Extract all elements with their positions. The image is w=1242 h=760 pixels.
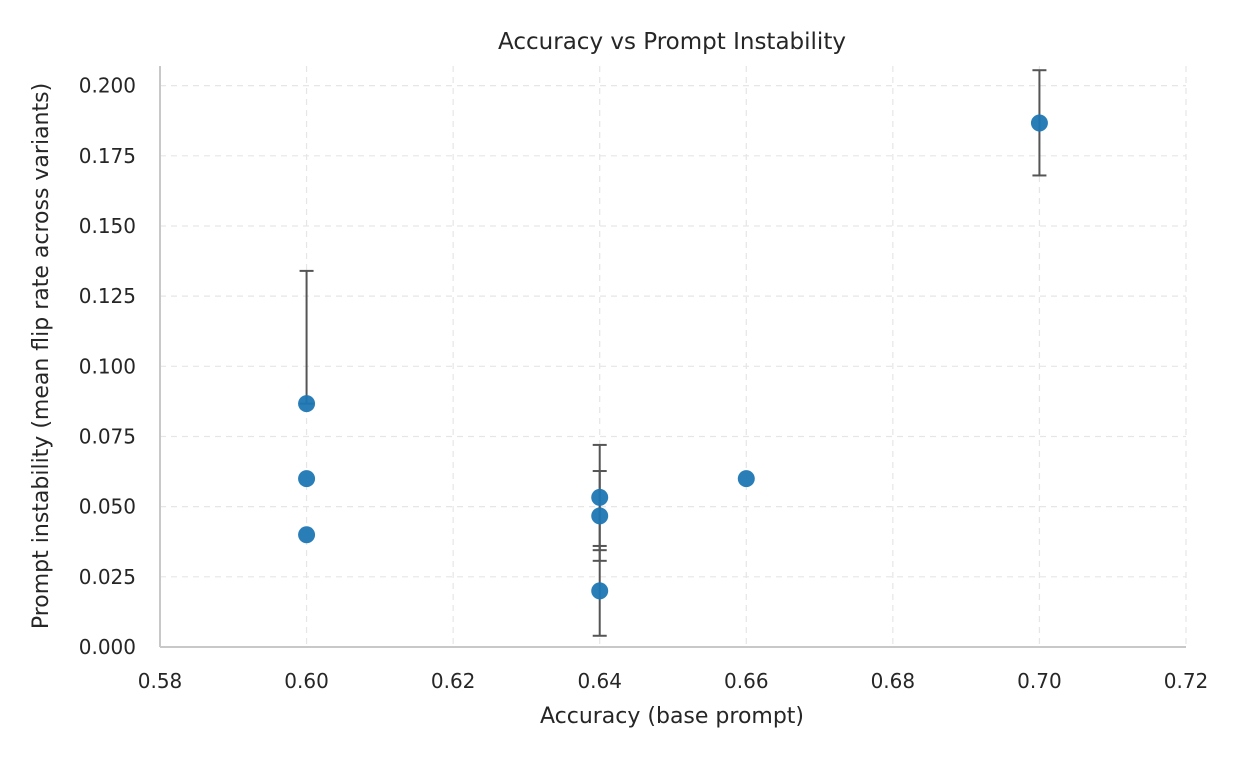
point-layer [298,114,1048,600]
x-tick-label: 0.58 [138,669,183,693]
chart-title: Accuracy vs Prompt Instability [498,29,846,55]
y-tick-label: 0.175 [79,144,136,168]
data-point [298,395,316,413]
x-tick-label: 0.72 [1164,669,1209,693]
grid-layer [159,66,1187,648]
y-tick-label: 0.050 [79,495,136,519]
y-tick-label: 0.000 [79,635,136,659]
data-point [298,470,316,488]
x-tick-label: 0.68 [871,669,916,693]
y-tick-label: 0.025 [79,565,136,589]
x-tick-label: 0.70 [1017,669,1062,693]
error-bar [299,269,314,405]
y-tick-label: 0.200 [79,74,136,98]
data-point [591,582,609,600]
data-point [1030,114,1048,132]
x-tick-label: 0.62 [431,669,476,693]
y-tick-label: 0.100 [79,354,136,378]
x-tick-label: 0.60 [284,669,329,693]
axes-layer: 0.58 0.60 0.62 0.64 0.66 0.68 0.70 0.72 0.000 0.0… [79,66,1209,693]
x-tick-label: 0.64 [577,669,622,693]
errorbar-layer [299,69,1047,637]
data-point [591,507,609,525]
data-point [298,526,316,544]
x-tick-label: 0.66 [724,669,769,693]
data-point [737,470,755,488]
y-tick-label: 0.075 [79,424,136,448]
y-axis-label: Prompt instability (mean flip rate acros… [29,83,54,629]
data-point [591,488,609,506]
y-tick-label: 0.125 [79,284,136,308]
x-axis-label: Accuracy (base prompt) [540,704,804,729]
label-layer: Accuracy vs Prompt Instability Accuracy … [29,29,846,729]
y-tick-label: 0.150 [79,214,136,238]
